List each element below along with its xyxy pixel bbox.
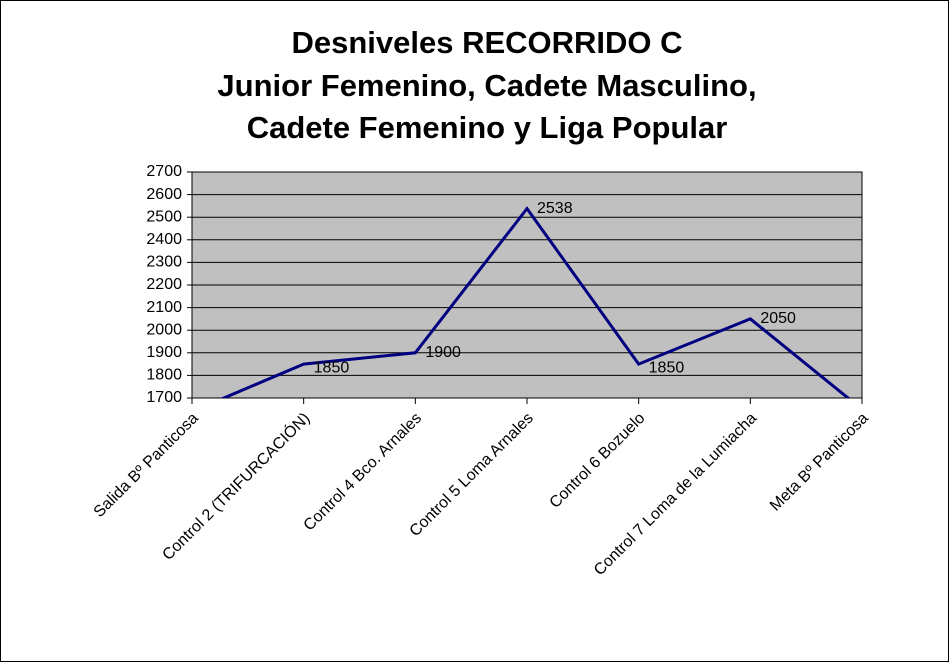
- chart-title: Cadete Femenino y Liga Popular: [247, 110, 728, 145]
- y-tick-label: 2500: [146, 208, 182, 225]
- y-tick-label: 2700: [146, 163, 182, 180]
- series-group: [220, 206, 851, 398]
- y-tick-label: 2100: [146, 299, 182, 316]
- y-tick-label: 1900: [146, 344, 182, 361]
- y-tick-label: 2300: [146, 254, 182, 271]
- data-label: 2538: [537, 200, 573, 217]
- chart-title: Desniveles RECORRIDO C: [291, 25, 682, 60]
- data-label: 1850: [314, 359, 350, 376]
- data-label: 1850: [649, 359, 685, 376]
- y-tick-label: 2400: [146, 231, 182, 248]
- y-tick-label: 2600: [146, 186, 182, 203]
- series-line: [220, 206, 851, 398]
- data-label: 2050: [760, 310, 796, 327]
- chart-title: Junior Femenino, Cadete Masculino,: [217, 68, 756, 103]
- data-label: 1900: [425, 344, 461, 361]
- y-tick-label: 1700: [146, 389, 182, 406]
- y-tick-label: 1800: [146, 367, 182, 384]
- y-tick-label: 2200: [146, 276, 182, 293]
- y-tick-label: 2000: [146, 321, 182, 338]
